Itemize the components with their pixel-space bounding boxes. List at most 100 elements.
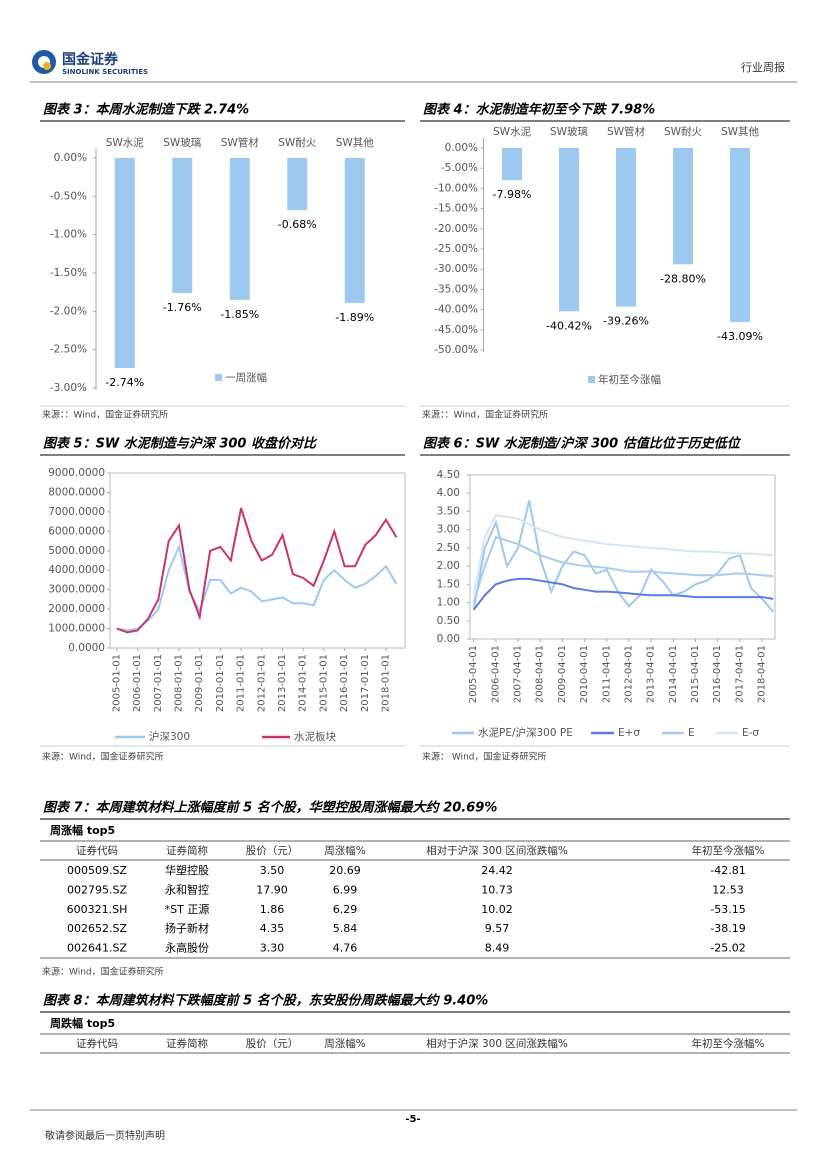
figure-source: 来源：：Wind，国金证券研究所 — [422, 409, 548, 421]
legend-swatch — [215, 374, 222, 381]
column-header: 证券代码 — [76, 1037, 118, 1050]
column-header: 证券简称 — [166, 844, 208, 857]
x-tick-label: 2016-04-01 — [712, 645, 723, 703]
table-cell: 4.76 — [333, 942, 358, 955]
figure-title: 图表 3：本周水泥制造下跌 2.74% — [43, 102, 249, 118]
x-tick-label: 2014-01-01 — [298, 654, 309, 712]
x-tick-label: 2010-04-01 — [579, 645, 590, 703]
value-label: -1.76% — [163, 301, 202, 314]
series-line — [472, 535, 774, 603]
y-tick-label: -3.00% — [50, 382, 87, 394]
page-number: -5- — [405, 1114, 420, 1125]
table-cell: 1.86 — [260, 903, 285, 916]
category-label: SW其他 — [721, 125, 760, 138]
value-label: -1.85% — [220, 308, 259, 321]
logo-dot — [43, 62, 51, 70]
category-label: SW管材 — [607, 125, 646, 138]
y-tick-label: -25.00% — [434, 243, 478, 255]
x-tick-label: 2014-04-01 — [668, 645, 679, 703]
bar — [616, 148, 636, 307]
y-tick-label: 4000.0000 — [48, 564, 105, 576]
x-tick-label: 2011-01-01 — [236, 654, 247, 712]
series-line — [116, 507, 398, 634]
y-tick-label: -1.50% — [50, 267, 87, 279]
legend-label: 一周涨幅 — [225, 371, 267, 384]
x-tick-label: 2015-04-01 — [690, 645, 701, 703]
y-tick-label: 9000.0000 — [48, 467, 105, 479]
legend-label: 年初至今涨幅 — [598, 373, 661, 386]
plot-frame — [469, 474, 776, 640]
legend-label: 沪深300 — [149, 730, 190, 743]
table-cell: -42.81 — [710, 864, 745, 877]
value-label: -2.74% — [105, 376, 144, 389]
company-name: 国金证券 — [62, 51, 119, 68]
y-tick-label: 6000.0000 — [48, 525, 105, 537]
legend-label: 水泥PE/沪深300 PE — [478, 726, 573, 739]
table-cell: 12.53 — [712, 883, 744, 896]
value-label: -28.80% — [660, 272, 706, 285]
y-tick-label: 3.00 — [437, 524, 460, 536]
value-label: -0.68% — [278, 218, 317, 231]
x-tick-label: 2009-01-01 — [194, 654, 205, 712]
x-tick-label: 2013-04-01 — [646, 645, 657, 703]
value-label: -7.98% — [493, 188, 532, 201]
table-cell: 6.99 — [333, 883, 358, 896]
y-tick-label: -50.00% — [434, 344, 478, 356]
table-cell: -38.19 — [710, 922, 745, 935]
value-label: -40.42% — [546, 319, 592, 332]
y-tick-label: 1000.0000 — [48, 623, 105, 635]
column-header: 相对于沪深 300 区间涨跌幅% — [426, 844, 568, 857]
x-tick-label: 2018-01-01 — [381, 654, 392, 712]
y-tick-label: 2.50 — [437, 542, 460, 554]
x-tick-label: 2007-04-01 — [513, 645, 524, 703]
x-tick-label: 2017-01-01 — [360, 654, 371, 712]
y-tick-label: -15.00% — [434, 203, 478, 215]
category-label: SW其他 — [336, 136, 375, 149]
table-cell: 8.49 — [485, 942, 510, 955]
y-tick-label: 8000.0000 — [48, 486, 105, 498]
x-tick-label: 2007-01-01 — [153, 654, 164, 712]
category-label: SW耐火 — [278, 136, 317, 149]
table-cell: 002641.SZ — [67, 942, 127, 955]
column-header: 周涨幅% — [324, 1037, 365, 1050]
category-label: SW玻璃 — [550, 125, 588, 138]
y-tick-label: 2.00 — [437, 560, 460, 572]
y-tick-label: -10.00% — [434, 182, 478, 194]
x-tick-label: 2012-04-01 — [623, 645, 634, 703]
bar — [502, 148, 522, 181]
x-tick-label: 2012-01-01 — [256, 654, 267, 712]
x-tick-label: 2018-04-01 — [757, 645, 768, 703]
y-tick-label: 0.50 — [437, 615, 460, 627]
y-tick-label: 5000.0000 — [48, 545, 105, 557]
y-tick-label: 4.50 — [437, 469, 460, 481]
figure-source: 来源：：Wind，国金证券研究所 — [42, 409, 168, 421]
bar — [344, 158, 365, 303]
bar — [172, 158, 193, 293]
column-header: 年初至今涨幅% — [692, 1037, 765, 1050]
column-header: 年初至今涨幅% — [692, 844, 765, 857]
y-tick-label: -20.00% — [434, 223, 478, 235]
table-cell: -25.02 — [710, 942, 745, 955]
column-header: 证券简称 — [166, 1037, 208, 1050]
table-title: 图表 7：本周建筑材料上涨幅度前 5 名个股，华塑控股周涨幅最大约 20.69% — [43, 800, 497, 816]
legend-label: 水泥板块 — [294, 730, 336, 743]
table-subtitle: 周涨幅 top5 — [50, 823, 115, 837]
category-label: SW耐火 — [664, 125, 703, 138]
x-tick-label: 2013-01-01 — [277, 654, 288, 712]
bar — [114, 158, 135, 369]
y-tick-label: -2.50% — [50, 344, 87, 356]
plot-frame — [109, 472, 406, 649]
table-cell: -53.15 — [710, 903, 745, 916]
x-tick-label: 2011-04-01 — [601, 645, 612, 703]
x-tick-label: 2010-01-01 — [215, 654, 226, 712]
table-source: 来源：Wind，国金证券研究所 — [42, 966, 164, 978]
table-cell: 3.50 — [260, 864, 285, 877]
table-cell: 600321.SH — [67, 903, 128, 916]
y-tick-label: 1.00 — [437, 597, 460, 609]
company-en: SINOLINK SECURITIES — [62, 68, 148, 76]
table-cell: 永高股份 — [165, 941, 209, 955]
y-tick-label: 2000.0000 — [48, 603, 105, 615]
y-tick-label: 3.50 — [437, 505, 460, 517]
table-cell: *ST 正源 — [165, 902, 210, 916]
table-cell: 永和智控 — [165, 882, 209, 896]
